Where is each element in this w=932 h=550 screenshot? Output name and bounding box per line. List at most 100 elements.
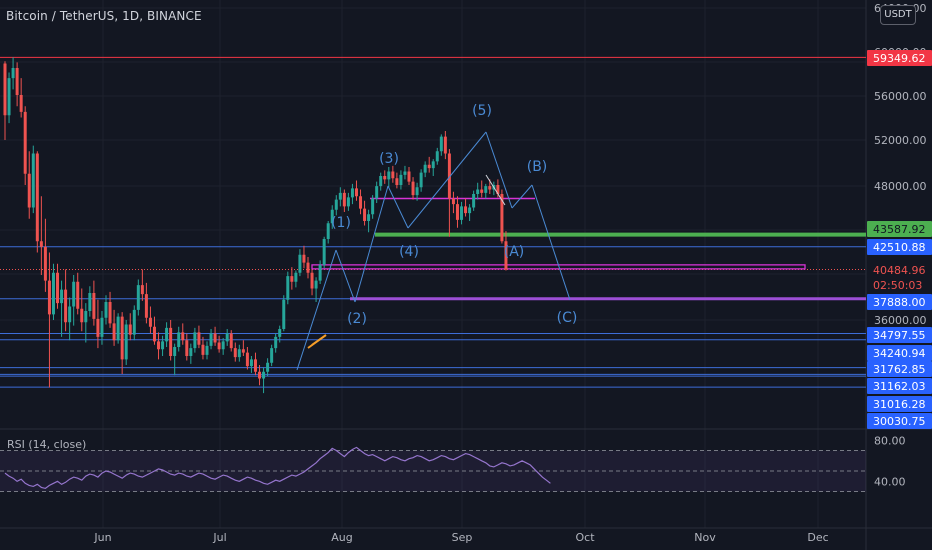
price-label-bg xyxy=(867,413,932,429)
candle xyxy=(165,322,169,347)
candle xyxy=(294,270,298,288)
candle xyxy=(314,277,318,302)
candle-body xyxy=(27,173,31,208)
price-label-tag: 43587.92 xyxy=(867,221,932,237)
price-label-text: 30030.75 xyxy=(873,415,926,428)
candle xyxy=(132,305,136,341)
candle-body xyxy=(189,348,193,356)
candle-body xyxy=(217,342,221,350)
price-label-text: 43587.92 xyxy=(873,223,926,236)
candle xyxy=(504,231,508,271)
candle-body xyxy=(19,95,23,112)
wave-segment xyxy=(531,184,571,301)
candle-body xyxy=(11,68,15,79)
candle xyxy=(427,156,431,173)
candle xyxy=(411,177,415,200)
candle xyxy=(423,161,427,178)
candle-body xyxy=(152,326,156,342)
wave-segment xyxy=(335,249,356,303)
candle xyxy=(443,131,447,160)
candle xyxy=(221,338,225,355)
candle-body xyxy=(161,341,165,350)
candle-body xyxy=(484,186,488,193)
candle xyxy=(480,180,484,198)
candle-body xyxy=(39,241,43,247)
price-label-bg xyxy=(867,50,932,66)
candle xyxy=(185,333,189,361)
candle-body xyxy=(173,347,177,356)
candle-body xyxy=(371,198,375,215)
candle xyxy=(181,323,185,345)
candle-body xyxy=(80,308,84,323)
candle xyxy=(258,365,262,386)
candle-body xyxy=(112,323,116,341)
candle xyxy=(290,267,294,290)
candle xyxy=(363,200,367,226)
candle-body xyxy=(233,348,237,358)
candle xyxy=(342,189,346,212)
candle-body xyxy=(92,293,96,319)
candle xyxy=(7,72,11,124)
candle-body xyxy=(245,352,249,367)
price-label-text: 40484.96 xyxy=(873,264,926,277)
candle xyxy=(108,291,112,328)
candle xyxy=(27,151,31,219)
candle-body xyxy=(383,176,387,180)
wave-label: (B) xyxy=(527,159,548,175)
candle xyxy=(39,196,43,275)
candle-body xyxy=(249,359,253,367)
candle xyxy=(11,57,15,90)
candle xyxy=(266,358,270,377)
candle-body xyxy=(399,174,403,185)
price-label-text: 31162.03 xyxy=(873,380,926,393)
candle-body xyxy=(157,341,161,350)
price-label-text: 59349.62 xyxy=(873,52,926,65)
candle xyxy=(144,282,148,324)
candle-body xyxy=(419,172,423,188)
candle xyxy=(173,343,177,376)
candle xyxy=(120,312,124,374)
candle-body xyxy=(241,349,245,353)
candle xyxy=(245,347,249,370)
candle xyxy=(124,320,128,365)
candle-body xyxy=(472,194,476,208)
candle xyxy=(189,343,193,364)
candle-body xyxy=(3,63,7,116)
candle xyxy=(282,295,286,332)
candle xyxy=(262,367,266,394)
price-label-text: 31762.85 xyxy=(873,363,926,376)
candle-body xyxy=(140,285,144,295)
candle-body xyxy=(468,207,472,214)
price-label-text: 02:50:03 xyxy=(873,279,922,292)
candle xyxy=(209,329,213,350)
wave-segment xyxy=(387,185,409,229)
candle xyxy=(136,279,140,316)
candle-body xyxy=(60,289,64,304)
candle-body xyxy=(193,332,197,349)
candle-body xyxy=(274,336,278,349)
price-label-bg xyxy=(867,277,932,293)
wave-segment xyxy=(485,174,506,206)
candle-body xyxy=(56,272,60,304)
currency-button[interactable]: USDT xyxy=(880,5,916,25)
candle-body xyxy=(76,281,80,309)
rsi-indicator-label[interactable]: RSI (14, close) xyxy=(7,438,87,451)
candle xyxy=(399,170,403,190)
candle xyxy=(72,275,76,326)
price-label-tag: 40484.96 xyxy=(867,262,932,278)
candle-body xyxy=(209,333,213,346)
candle-body xyxy=(496,185,500,194)
candle-body xyxy=(318,264,322,281)
candle-body xyxy=(165,327,169,342)
candle xyxy=(19,78,23,118)
candle-body xyxy=(387,171,391,180)
candle-body xyxy=(488,186,492,190)
candle xyxy=(116,313,120,344)
candle xyxy=(464,198,468,217)
candle xyxy=(338,187,342,207)
candle-body xyxy=(500,194,504,242)
candle-body xyxy=(447,153,451,199)
candle xyxy=(286,271,290,305)
wave-segment xyxy=(354,185,389,303)
